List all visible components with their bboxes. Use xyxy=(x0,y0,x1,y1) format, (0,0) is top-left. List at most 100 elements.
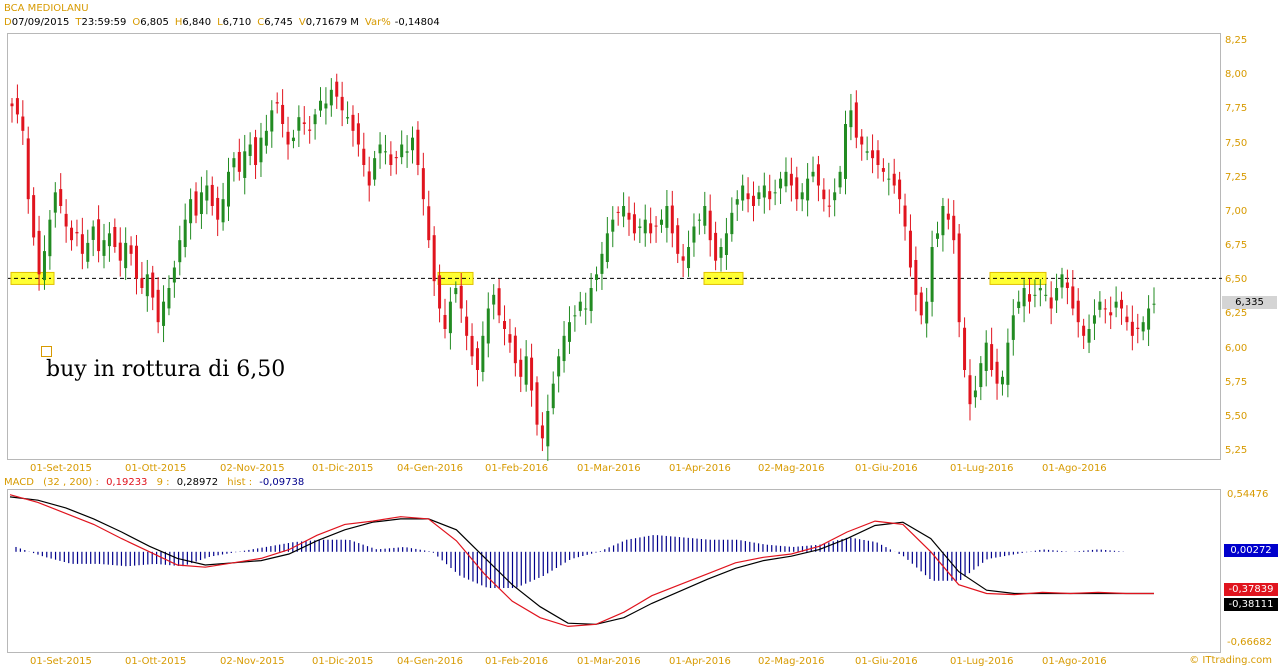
candle xyxy=(659,209,663,233)
candle xyxy=(719,238,723,272)
signal-line xyxy=(9,496,1154,625)
candle xyxy=(124,227,128,281)
date-tick-label: 01-Apr-2016 xyxy=(669,463,731,474)
candle xyxy=(48,210,52,270)
price-tick-label: 5,75 xyxy=(1225,376,1248,388)
candle xyxy=(995,348,999,400)
date-tick-label: 02-Mag-2016 xyxy=(758,463,825,474)
date-tick-label: 01-Set-2015 xyxy=(30,463,92,474)
price-tick-label: 6,25 xyxy=(1225,308,1248,320)
candle xyxy=(903,193,907,241)
candle xyxy=(497,279,501,324)
candle xyxy=(1055,273,1059,314)
candle xyxy=(822,178,826,212)
candle xyxy=(351,105,355,147)
price-tick-label: 7,50 xyxy=(1225,137,1248,149)
price-chart-panel[interactable] xyxy=(7,33,1222,461)
candle xyxy=(1098,291,1102,318)
candle xyxy=(1076,288,1080,338)
candle xyxy=(26,126,30,214)
candle xyxy=(697,213,701,235)
readout-label: T xyxy=(75,17,82,28)
candle xyxy=(768,174,772,211)
date-tick-label: 01-Set-2015 xyxy=(30,656,92,667)
ohlc-readout: D07/09/2015 T23:59:59 O6,805 H6,840 L6,710 C6… xyxy=(4,17,446,28)
candle xyxy=(492,284,496,320)
candle xyxy=(237,138,241,181)
annotation-marker xyxy=(41,346,52,357)
candle xyxy=(789,157,793,202)
candle xyxy=(741,174,745,211)
candle xyxy=(70,220,74,251)
candle xyxy=(459,272,463,323)
candle xyxy=(486,292,490,358)
candle xyxy=(887,162,891,196)
candle xyxy=(816,155,820,202)
candle xyxy=(400,130,404,165)
candle xyxy=(281,89,285,138)
candle xyxy=(475,341,479,387)
candle xyxy=(107,222,111,262)
candle xyxy=(838,165,842,194)
macd-tick-label: -0,66682 xyxy=(1227,637,1272,648)
price-tick-label: 6,50 xyxy=(1225,274,1248,286)
candle xyxy=(275,92,279,114)
candle xyxy=(692,213,696,257)
candle xyxy=(118,227,122,277)
candle xyxy=(562,321,566,373)
date-tick-label: 04-Gen-2016 xyxy=(397,656,463,667)
price-tick-label: 5,50 xyxy=(1225,410,1248,422)
candle xyxy=(1006,328,1010,398)
candle xyxy=(860,129,864,161)
candle xyxy=(172,260,176,298)
macd-signal-value: 0,28972 xyxy=(176,477,219,488)
watermark: © ITtrading.com xyxy=(1189,655,1272,666)
candle xyxy=(32,187,36,246)
candle xyxy=(979,356,983,401)
readout-label: H xyxy=(174,17,183,28)
date-tick-label: 01-Feb-2016 xyxy=(485,463,549,474)
candle xyxy=(968,359,972,421)
candle xyxy=(42,235,46,290)
candle xyxy=(806,163,810,217)
macd-chart-panel[interactable] xyxy=(7,489,1221,653)
candle xyxy=(232,152,236,182)
price-tick-label: 7,75 xyxy=(1225,103,1248,115)
date-tick-label: 01-Giu-2016 xyxy=(855,656,918,667)
candle xyxy=(1130,305,1134,351)
date-tick-label: 01-Apr-2016 xyxy=(669,656,731,667)
macd-tick-label: 0,54476 xyxy=(1227,489,1269,500)
candle xyxy=(340,81,344,127)
annotation-text: buy in rottura di 6,50 xyxy=(46,357,286,382)
candle xyxy=(1049,281,1053,325)
candle xyxy=(605,216,609,269)
candle xyxy=(470,323,474,365)
candle xyxy=(573,305,577,332)
candle xyxy=(735,190,739,221)
candle xyxy=(1125,305,1129,331)
candle xyxy=(957,224,961,338)
price-tick-label: 8,25 xyxy=(1225,35,1248,46)
readout-value: 23:59:59 xyxy=(81,17,127,28)
candle xyxy=(205,170,209,215)
candle xyxy=(1147,295,1151,347)
candle xyxy=(724,217,728,270)
candle xyxy=(113,218,117,253)
candle xyxy=(270,100,274,148)
candle xyxy=(411,126,415,164)
candle xyxy=(616,206,620,226)
price-tick-label: 6,00 xyxy=(1225,342,1248,354)
candle xyxy=(649,207,653,244)
candle xyxy=(643,204,647,247)
macd-signal-label: 9 : xyxy=(156,477,170,488)
candle xyxy=(546,394,550,461)
candle xyxy=(925,287,929,338)
price-tick-label: 6,75 xyxy=(1225,240,1248,251)
candle xyxy=(984,330,988,387)
candle xyxy=(551,371,555,415)
candle xyxy=(779,171,783,205)
candlestick-chart xyxy=(8,73,1222,461)
date-tick-label: 01-Ago-2016 xyxy=(1042,656,1107,667)
candle xyxy=(286,116,290,160)
macd-params: (32 , 200) : xyxy=(43,477,99,488)
